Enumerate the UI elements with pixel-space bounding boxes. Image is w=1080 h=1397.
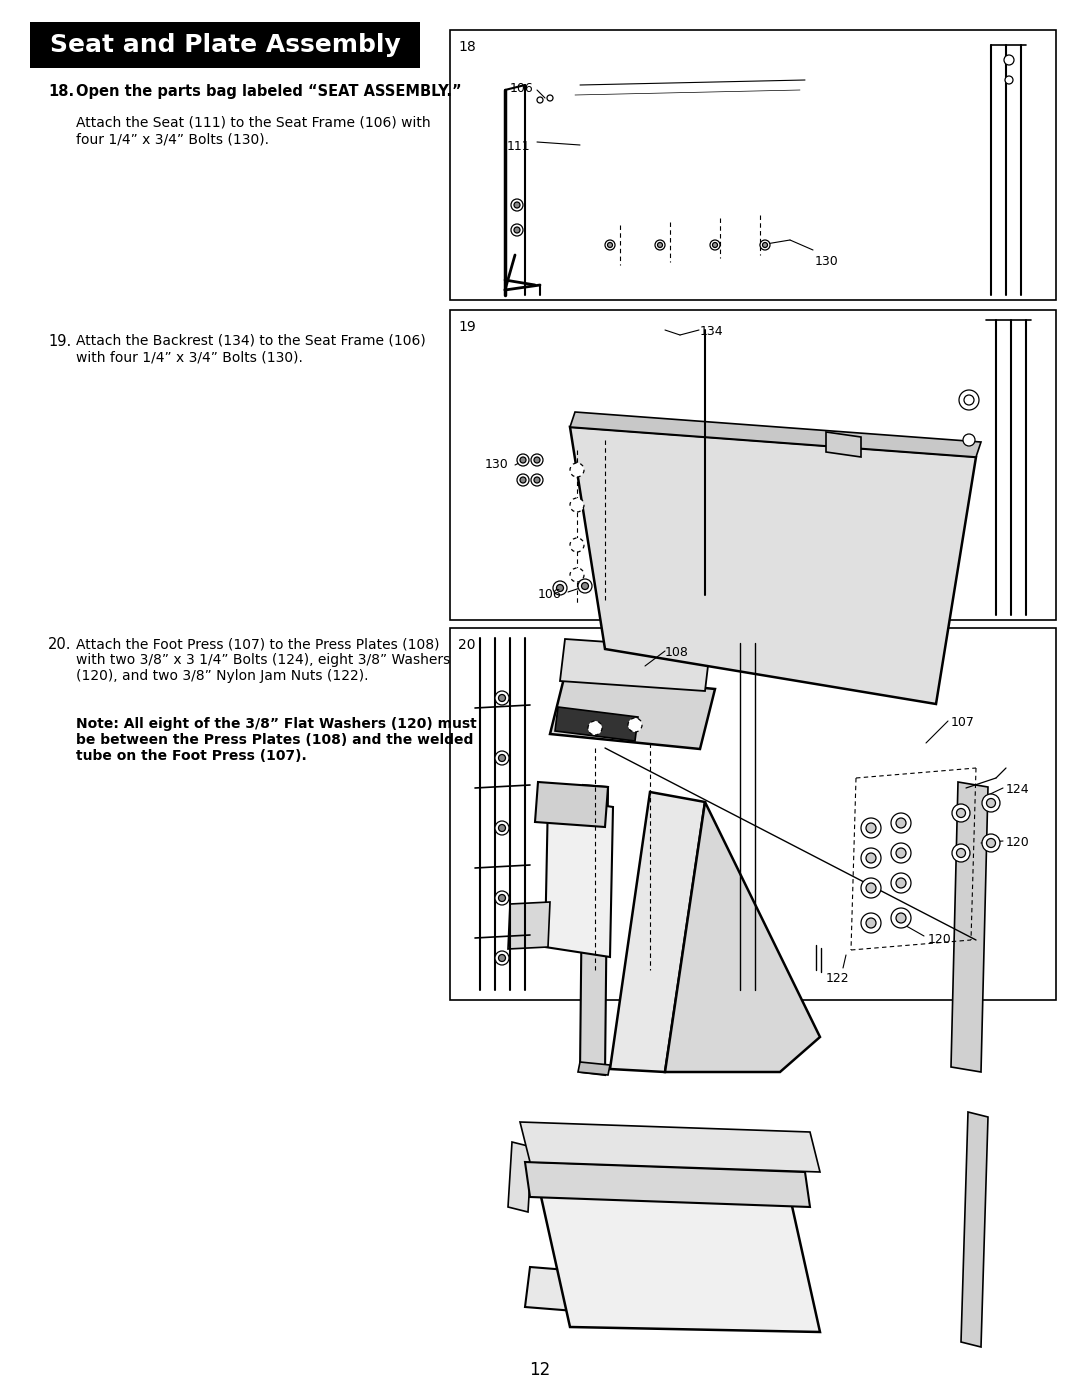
Circle shape bbox=[605, 240, 615, 250]
Circle shape bbox=[986, 799, 996, 807]
Polygon shape bbox=[570, 427, 976, 704]
Text: Seat and Plate Assembly: Seat and Plate Assembly bbox=[50, 34, 401, 57]
Polygon shape bbox=[826, 432, 861, 457]
Circle shape bbox=[531, 454, 543, 467]
Polygon shape bbox=[535, 782, 608, 827]
Circle shape bbox=[607, 243, 612, 247]
Circle shape bbox=[891, 873, 912, 893]
Circle shape bbox=[951, 805, 970, 821]
Circle shape bbox=[658, 243, 662, 247]
Polygon shape bbox=[550, 673, 715, 749]
Circle shape bbox=[570, 569, 584, 583]
Text: 19.: 19. bbox=[48, 334, 71, 349]
Circle shape bbox=[570, 538, 584, 552]
Polygon shape bbox=[508, 902, 550, 949]
Circle shape bbox=[519, 476, 526, 483]
Circle shape bbox=[762, 243, 768, 247]
Circle shape bbox=[531, 474, 543, 486]
Circle shape bbox=[957, 809, 966, 817]
Circle shape bbox=[654, 240, 665, 250]
Text: Attach the Backrest (134) to the Seat Frame (106)
with four 1/4” x 3/4” Bolts (1: Attach the Backrest (134) to the Seat Fr… bbox=[76, 334, 426, 365]
Text: 111: 111 bbox=[507, 140, 530, 154]
Text: 108: 108 bbox=[665, 645, 689, 659]
Text: 130: 130 bbox=[815, 256, 839, 268]
Circle shape bbox=[627, 718, 642, 732]
Circle shape bbox=[553, 581, 567, 595]
Text: Note: All eight of the 3/8” Flat Washers (120) must
be between the Press Plates : Note: All eight of the 3/8” Flat Washers… bbox=[76, 717, 476, 763]
Circle shape bbox=[866, 918, 876, 928]
Text: 18.: 18. bbox=[48, 84, 75, 99]
Polygon shape bbox=[540, 1192, 820, 1331]
Circle shape bbox=[534, 476, 540, 483]
Text: 106: 106 bbox=[510, 82, 534, 95]
Circle shape bbox=[982, 793, 1000, 812]
Polygon shape bbox=[580, 785, 608, 1076]
Bar bbox=[30, 22, 420, 68]
Circle shape bbox=[499, 824, 505, 831]
Text: 124: 124 bbox=[1005, 782, 1029, 796]
Text: 19: 19 bbox=[458, 320, 476, 334]
Circle shape bbox=[499, 754, 505, 761]
Text: 106: 106 bbox=[538, 588, 562, 601]
Circle shape bbox=[517, 474, 529, 486]
Circle shape bbox=[963, 434, 975, 446]
Circle shape bbox=[866, 854, 876, 863]
Bar bbox=[450, 29, 1056, 300]
Circle shape bbox=[495, 951, 509, 965]
Circle shape bbox=[495, 752, 509, 766]
Text: Attach the Foot Press (107) to the Press Plates (108)
with two 3/8” x 3 1/4” Bol: Attach the Foot Press (107) to the Press… bbox=[76, 637, 450, 683]
Circle shape bbox=[1005, 75, 1013, 84]
Text: Attach the Seat (111) to the Seat Frame (106) with
four 1/4” x 3/4” Bolts (130).: Attach the Seat (111) to the Seat Frame … bbox=[76, 116, 431, 147]
Circle shape bbox=[710, 240, 720, 250]
Circle shape bbox=[986, 838, 996, 848]
Circle shape bbox=[499, 694, 505, 701]
Circle shape bbox=[517, 454, 529, 467]
Circle shape bbox=[519, 457, 526, 462]
Circle shape bbox=[866, 823, 876, 833]
Circle shape bbox=[861, 914, 881, 933]
Circle shape bbox=[570, 497, 584, 511]
Circle shape bbox=[760, 240, 770, 250]
Polygon shape bbox=[570, 412, 981, 457]
Polygon shape bbox=[555, 707, 638, 740]
Text: 107: 107 bbox=[951, 717, 975, 729]
Circle shape bbox=[546, 95, 553, 101]
Circle shape bbox=[578, 578, 592, 592]
Circle shape bbox=[982, 834, 1000, 852]
Polygon shape bbox=[951, 782, 988, 1071]
Circle shape bbox=[511, 198, 523, 211]
Circle shape bbox=[861, 877, 881, 898]
Polygon shape bbox=[525, 1162, 810, 1207]
Circle shape bbox=[514, 226, 519, 233]
Circle shape bbox=[556, 584, 564, 591]
Text: Open the parts bag labeled “SEAT ASSEMBLY.”: Open the parts bag labeled “SEAT ASSEMBL… bbox=[76, 84, 461, 99]
Text: 120: 120 bbox=[1005, 835, 1029, 849]
Text: 12: 12 bbox=[529, 1361, 551, 1379]
Circle shape bbox=[861, 848, 881, 868]
Polygon shape bbox=[525, 1267, 654, 1317]
Circle shape bbox=[896, 877, 906, 888]
Polygon shape bbox=[961, 1112, 988, 1347]
Circle shape bbox=[891, 908, 912, 928]
Text: 20.: 20. bbox=[48, 637, 71, 652]
Circle shape bbox=[957, 848, 966, 858]
Circle shape bbox=[534, 457, 540, 462]
Text: 20: 20 bbox=[458, 638, 475, 652]
Text: 120: 120 bbox=[928, 933, 951, 946]
Circle shape bbox=[896, 914, 906, 923]
Circle shape bbox=[959, 390, 978, 409]
Circle shape bbox=[891, 842, 912, 863]
Circle shape bbox=[713, 243, 717, 247]
Text: 130: 130 bbox=[485, 458, 509, 471]
Bar bbox=[450, 629, 1056, 1000]
Circle shape bbox=[964, 395, 974, 405]
Circle shape bbox=[537, 96, 543, 103]
Circle shape bbox=[495, 692, 509, 705]
Circle shape bbox=[511, 224, 523, 236]
Polygon shape bbox=[508, 1141, 532, 1213]
Polygon shape bbox=[545, 798, 613, 957]
Polygon shape bbox=[519, 1122, 820, 1172]
Text: 18: 18 bbox=[458, 41, 476, 54]
Circle shape bbox=[499, 894, 505, 901]
Circle shape bbox=[896, 819, 906, 828]
